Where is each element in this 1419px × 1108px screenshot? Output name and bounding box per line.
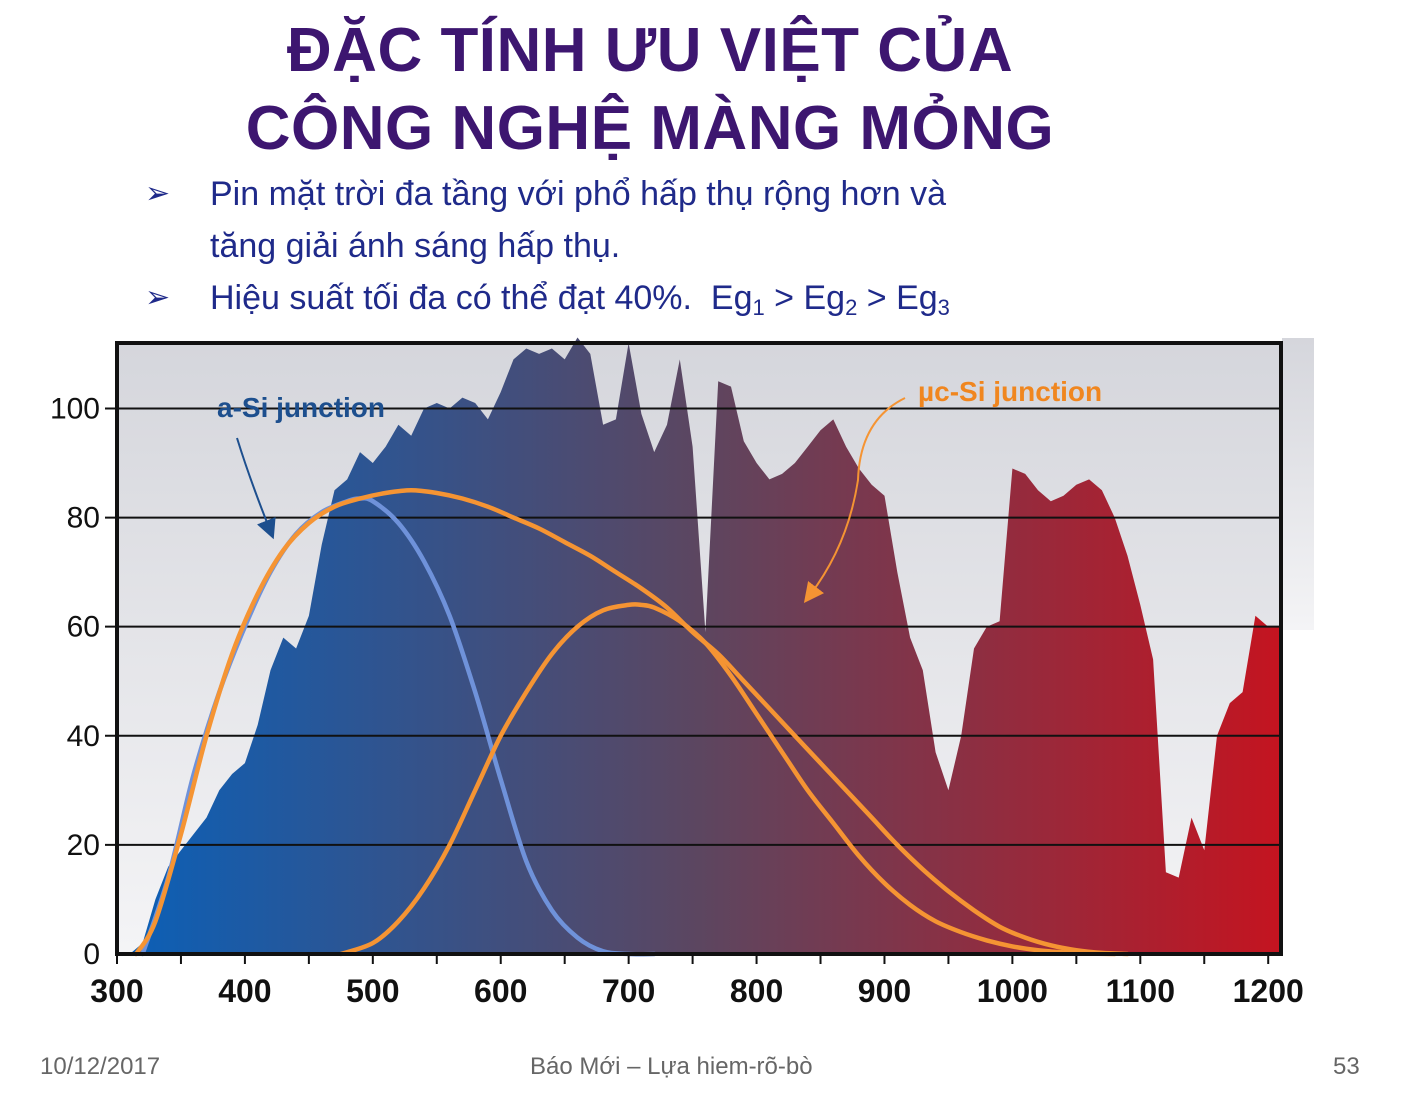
- y-tick-label-0: 0: [83, 938, 100, 971]
- x-tick-label-700: 700: [602, 973, 655, 1009]
- bullet-1-line-1: Pin mặt trời đa tầng với phổ hấp thụ rộn…: [210, 175, 946, 213]
- bullet-list: ➢ Pin mặt trời đa tầng với phổ hấp thụ r…: [140, 168, 1140, 334]
- y-tick-label-80: 80: [67, 502, 100, 535]
- x-tick-label-800: 800: [730, 973, 783, 1009]
- side-shadow: [1282, 338, 1314, 630]
- eq-part: Eg: [710, 279, 753, 317]
- eq-part: > Eg: [857, 279, 938, 317]
- x-tick-label-1200: 1200: [1233, 973, 1304, 1009]
- tick-layer: 0 20 40 60 80 100 300 400 500 600 700 800 900 1000 110…: [50, 392, 1304, 1009]
- slide-title: ĐẶC TÍNH ƯU VIỆT CỦA CÔNG NGHỆ MÀNG MỎNG: [0, 12, 1300, 168]
- uc-si-bottom-curve: [338, 602, 1117, 957]
- y-tick-label-20: 20: [67, 829, 100, 862]
- title-line-1: ĐẶC TÍNH ƯU VIỆT CỦA: [286, 16, 1014, 85]
- arrow-bullet-icon: ➢: [145, 281, 171, 314]
- bullet-1-line-2: tăng giải ánh sáng hấp thụ.: [210, 227, 621, 265]
- bullet-2-text: Hiệu suất tối đa có thể đạt 40%.: [210, 279, 692, 317]
- series-layer: [133, 488, 1130, 957]
- grid-layer: [105, 407, 1281, 846]
- spectrum-chart: 0 20 40 60 80 100 300 400 500 600 700 800 900 1000 110…: [50, 337, 1314, 1009]
- x-tick-label-500: 500: [346, 973, 399, 1009]
- uc-si-top-curve: [133, 488, 1130, 957]
- plot-frame: [115, 341, 1283, 956]
- eq-sub: 1: [752, 295, 765, 320]
- eq-part: > Eg: [764, 279, 846, 317]
- footer-date: 10/12/2017: [40, 1053, 161, 1080]
- bullet-item-2: ➢ Hiệu suất tối đa có thể đạt 40%. Eg1 >…: [140, 272, 1140, 334]
- bullet-item-1-continued: tăng giải ánh sáng hấp thụ.: [140, 220, 1140, 272]
- uc-si-arrow: [803, 397, 906, 603]
- x-tick-label-300: 300: [90, 973, 143, 1009]
- bullet-item-1: ➢ Pin mặt trời đa tầng với phổ hấp thụ r…: [140, 168, 1140, 220]
- y-tick-label-100: 100: [50, 392, 100, 425]
- annotation-layer: a-Si junction µc-Si junction: [217, 376, 1102, 603]
- x-tick-label-1100: 1100: [1106, 973, 1175, 1009]
- x-tick-label-900: 900: [858, 973, 911, 1009]
- x-tick-label-400: 400: [218, 973, 271, 1009]
- uc-si-label: µc-Si junction: [918, 376, 1102, 407]
- x-tick-label-1000: 1000: [977, 973, 1048, 1009]
- arrow-bullet-icon: ➢: [145, 177, 171, 210]
- eq-sub: 2: [845, 295, 858, 320]
- y-tick-label-40: 40: [67, 720, 100, 753]
- footer-center: Báo Mới – Lựa hiem-rõ-bò: [530, 1053, 813, 1080]
- x-tick-label-600: 600: [474, 973, 527, 1009]
- y-tick-label-60: 60: [67, 611, 100, 644]
- eq-sub: 3: [937, 295, 950, 320]
- footer-page-number: 53: [1333, 1053, 1360, 1080]
- a-si-label: a-Si junction: [217, 392, 385, 423]
- title-line-2: CÔNG NGHỆ MÀNG MỎNG: [245, 94, 1055, 163]
- bandgap-equation: Eg1 > Eg2 > Eg3: [710, 279, 950, 320]
- a-si-arrow: [236, 437, 276, 540]
